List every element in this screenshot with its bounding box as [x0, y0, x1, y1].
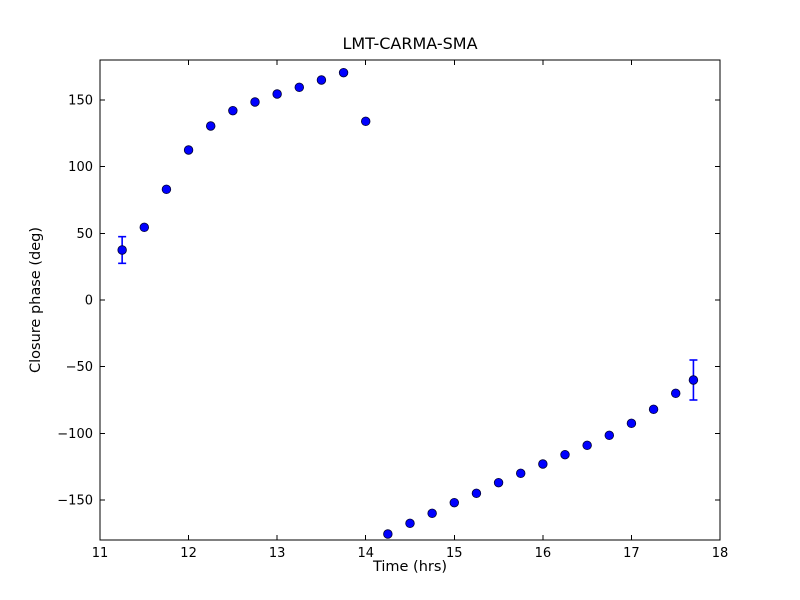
- data-point: [626, 418, 637, 429]
- data-point: [383, 529, 393, 539]
- data-point: [294, 82, 304, 93]
- x-tick-label: 18: [712, 546, 729, 561]
- y-tick-label: 50: [76, 227, 93, 242]
- data-point: [471, 488, 482, 499]
- x-axis-label: Time (hrs): [372, 559, 448, 575]
- data-point: [117, 245, 127, 255]
- x-tick-label: 11: [92, 546, 109, 561]
- data-point: [516, 468, 526, 479]
- data-point: [338, 67, 349, 78]
- data-point: [493, 477, 504, 488]
- x-tick-label: 12: [180, 546, 197, 561]
- data-point: [427, 508, 437, 519]
- y-tick-label: −100: [57, 427, 93, 442]
- y-tick-label: 0: [85, 294, 93, 309]
- plot-frame: [99, 59, 721, 541]
- chart-title: LMT-CARMA-SMA: [342, 34, 478, 53]
- data-point: [449, 497, 459, 508]
- x-tick-label: 17: [623, 546, 640, 561]
- y-tick-label: 100: [68, 160, 93, 175]
- x-tick-label: 13: [269, 546, 286, 561]
- data-point: [538, 459, 548, 469]
- data-point: [688, 375, 699, 385]
- y-tick-label: −50: [66, 360, 93, 375]
- x-tick-label: 14: [357, 546, 374, 561]
- data-point: [316, 75, 327, 85]
- data-point: [604, 430, 614, 441]
- data-point: [648, 404, 659, 415]
- data-point: [139, 222, 149, 233]
- data-point: [183, 145, 194, 155]
- data-point: [250, 97, 260, 107]
- data-point: [582, 440, 592, 451]
- data-point: [361, 116, 371, 127]
- data-point: [228, 105, 238, 116]
- data-point: [161, 184, 172, 195]
- x-tick-label: 15: [446, 546, 463, 561]
- data-point: [671, 388, 681, 399]
- data-point: [405, 518, 415, 529]
- data-point: [272, 89, 282, 99]
- y-tick-label: 150: [68, 94, 93, 109]
- data-point: [560, 449, 570, 460]
- y-tick-label: −150: [57, 494, 93, 509]
- data-point: [206, 121, 216, 131]
- x-tick-label: 16: [535, 546, 552, 561]
